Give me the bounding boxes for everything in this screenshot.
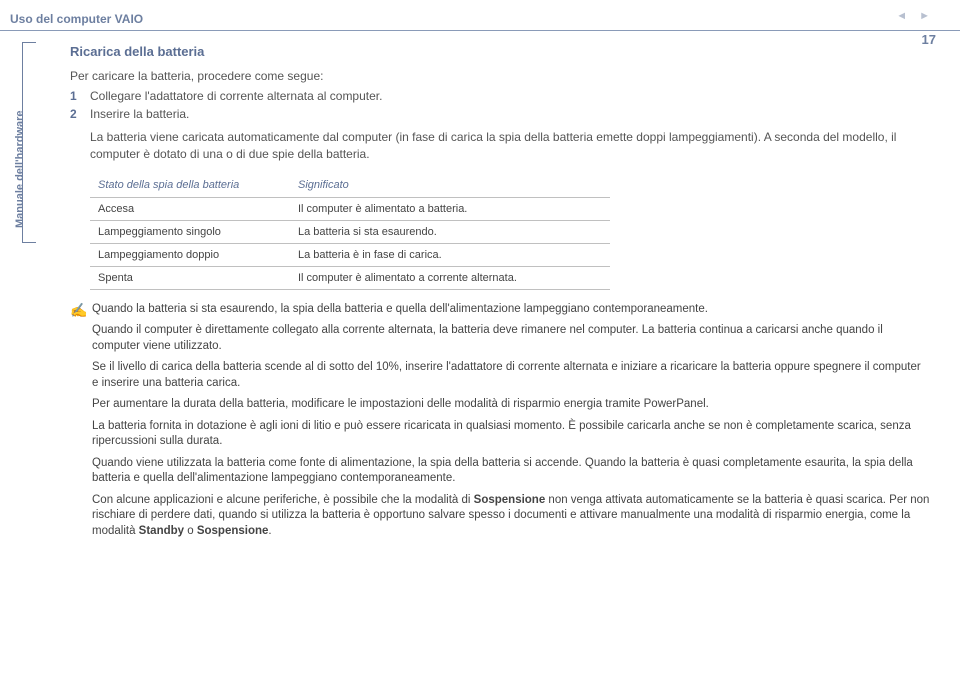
- sidebar-tick: [22, 42, 36, 43]
- status-table: Stato della spia della batteria Signific…: [90, 173, 610, 290]
- note-paragraph: Per aumentare la durata della batteria, …: [92, 397, 930, 413]
- table-cell-meaning: Il computer è alimentato a corrente alte…: [290, 266, 610, 289]
- step-continuation: La batteria viene caricata automaticamen…: [90, 129, 930, 163]
- note-paragraph-html: Con alcune applicazioni e alcune perifer…: [92, 493, 930, 540]
- note-paragraph: Quando il computer è direttamente colleg…: [92, 323, 930, 354]
- table-cell-state: Accesa: [90, 197, 290, 220]
- table-header-state: Stato della spia della batteria: [90, 173, 290, 198]
- step-text: Inserire la batteria.: [90, 107, 189, 121]
- sidebar: Manuale dell'hardware: [0, 32, 26, 252]
- table-cell-meaning: La batteria si sta esaurendo.: [290, 220, 610, 243]
- sidebar-tick: [22, 242, 36, 243]
- table-cell-state: Lampeggiamento doppio: [90, 243, 290, 266]
- table-row: Lampeggiamento singolo La batteria si st…: [90, 220, 610, 243]
- sidebar-label: Manuale dell'hardware: [14, 110, 26, 228]
- nav-prev-icon[interactable]: ◄: [896, 10, 907, 22]
- table-row: Spenta Il computer è alimentato a corren…: [90, 266, 610, 289]
- note-paragraph: La batteria fornita in dotazione è agli …: [92, 419, 930, 450]
- step-row: 1 Collegare l'adattatore di corrente alt…: [70, 89, 930, 103]
- header-bar: Uso del computer VAIO: [0, 10, 960, 31]
- header-title: Uso del computer VAIO: [0, 12, 143, 26]
- table-cell-state: Spenta: [90, 266, 290, 289]
- note-paragraph: Quando viene utilizzata la batteria come…: [92, 456, 930, 487]
- table-header-meaning: Significato: [290, 173, 610, 198]
- note-paragraph: Se il livello di carica della batteria s…: [92, 360, 930, 391]
- table-cell-meaning: Il computer è alimentato a batteria.: [290, 197, 610, 220]
- step-number: 2: [70, 107, 90, 121]
- intro-text: Per caricare la batteria, procedere come…: [70, 69, 930, 83]
- section-title: Ricarica della batteria: [70, 44, 930, 59]
- step-number: 1: [70, 89, 90, 103]
- note-paragraphs: Quando la batteria si sta esaurendo, la …: [92, 302, 930, 546]
- table-header-row: Stato della spia della batteria Signific…: [90, 173, 610, 198]
- note-paragraph: Quando la batteria si sta esaurendo, la …: [92, 302, 930, 318]
- step-text: Collegare l'adattatore di corrente alter…: [90, 89, 382, 103]
- table-row: Accesa Il computer è alimentato a batter…: [90, 197, 610, 220]
- note-block: ✍ Quando la batteria si sta esaurendo, l…: [70, 302, 930, 546]
- step-row: 2 Inserire la batteria.: [70, 107, 930, 121]
- content-area: Ricarica della batteria Per caricare la …: [70, 44, 930, 547]
- note-icon: ✍: [70, 302, 92, 546]
- table-row: Lampeggiamento doppio La batteria è in f…: [90, 243, 610, 266]
- nav-next-icon[interactable]: ►: [919, 10, 930, 22]
- table-cell-state: Lampeggiamento singolo: [90, 220, 290, 243]
- step-list: 1 Collegare l'adattatore di corrente alt…: [70, 89, 930, 121]
- nav-arrows: ◄ ►: [896, 10, 930, 22]
- table-cell-meaning: La batteria è in fase di carica.: [290, 243, 610, 266]
